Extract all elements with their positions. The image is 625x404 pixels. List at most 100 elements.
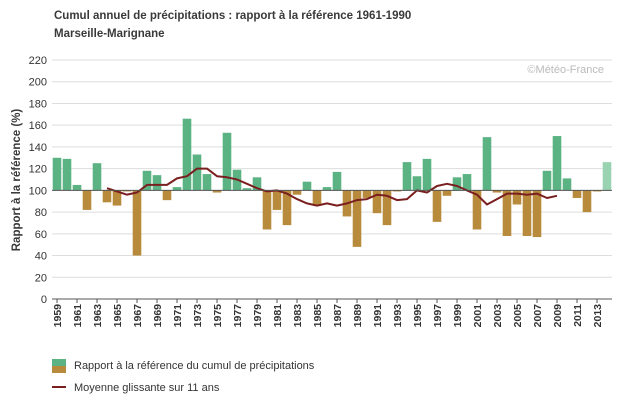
bar: [552, 136, 562, 191]
x-tick-label: 1977: [232, 304, 244, 328]
bar: [152, 175, 162, 191]
bar: [282, 190, 292, 226]
bar: [492, 190, 502, 193]
x-tick-label: 1995: [412, 304, 424, 328]
bar: [292, 190, 302, 195]
bar: [222, 132, 232, 191]
chart-subtitle: Marseille-Marignane: [54, 28, 165, 40]
x-tick-label: 2003: [492, 304, 504, 328]
x-tick-label: 1963: [92, 304, 104, 328]
bar: [162, 190, 172, 201]
bar: [592, 190, 602, 192]
bar: [92, 163, 102, 191]
bar: [62, 158, 72, 191]
moving-average-polyline: [106, 167, 558, 207]
bar: [412, 176, 422, 191]
bar: [312, 190, 322, 206]
y-tick-label: 80: [35, 207, 47, 219]
bars: [52, 118, 612, 256]
x-tick-label: 1987: [332, 304, 344, 328]
bar: [462, 174, 472, 191]
bar: [572, 190, 582, 198]
y-tick-label: 0: [41, 294, 47, 306]
x-tick-label: 1975: [212, 304, 224, 328]
bar: [482, 137, 492, 191]
x-tick-label: 2013: [592, 304, 604, 328]
bar: [512, 190, 522, 205]
bar: [392, 190, 402, 192]
bar: [442, 190, 452, 196]
y-axis-label: Rapport à la référence (%): [11, 109, 23, 252]
legend-label-bars: Rapport à la référence du cumul de préci…: [74, 360, 315, 372]
x-tick-label: 1959: [52, 304, 64, 328]
x-tick-label: 1971: [172, 304, 184, 328]
grid-lines: [52, 59, 612, 300]
bar: [582, 190, 592, 213]
y-tick-label: 120: [29, 164, 47, 176]
watermark-text: ©Météo-France: [527, 64, 604, 76]
bar: [252, 177, 262, 191]
chart-title: Cumul annuel de précipitations : rapport…: [54, 10, 412, 22]
legend-swatch-above: [52, 359, 66, 366]
bar: [522, 190, 532, 236]
bar: [332, 171, 342, 191]
x-tick-label: 1985: [312, 304, 324, 328]
x-tick-label: 2009: [552, 304, 564, 328]
x-tick-label: 1983: [292, 304, 304, 328]
bar: [142, 170, 152, 191]
bar: [302, 181, 312, 191]
y-tick-label: 160: [29, 120, 47, 132]
y-tick-label: 100: [29, 185, 47, 197]
bar: [422, 158, 432, 191]
bar: [52, 157, 62, 191]
bar: [122, 190, 132, 192]
x-tick-label: 1991: [372, 304, 384, 328]
bar: [112, 190, 122, 206]
x-tick-label: 2005: [512, 304, 524, 328]
bar: [562, 178, 572, 191]
x-tick-label: 1999: [452, 304, 464, 328]
y-tick-label: 220: [29, 55, 47, 67]
x-tick-label: 2007: [532, 304, 544, 328]
x-tick-label: 1967: [132, 304, 144, 328]
bar: [472, 190, 482, 230]
legend-swatch-line: [52, 386, 66, 388]
x-tick-label: 1969: [152, 304, 164, 328]
bar: [172, 187, 182, 191]
x-tick-label: 1961: [72, 304, 84, 328]
x-tick-label: 1981: [272, 304, 284, 328]
moving-average-line: [106, 167, 558, 207]
bar: [502, 190, 512, 236]
bar: [602, 162, 612, 191]
x-tick-label: 1993: [392, 304, 404, 328]
legend-swatch-below: [52, 366, 66, 373]
x-tick-label: 1997: [432, 304, 444, 328]
bar: [402, 162, 412, 191]
bar: [102, 190, 112, 203]
bar: [372, 190, 382, 214]
axes: 0 20 40 60 80 100 120 140 160 180 200 220 1959 1961 19…: [29, 55, 612, 327]
bar: [542, 170, 552, 191]
legend-swatch-bars: [52, 359, 66, 373]
x-tick-label: 1965: [112, 304, 124, 328]
bar: [242, 188, 252, 191]
bar: [82, 190, 92, 210]
y-tick-label: 180: [29, 98, 47, 110]
bar: [182, 118, 192, 191]
bar: [132, 190, 142, 256]
y-tick-label: 200: [29, 77, 47, 89]
y-tick-label: 20: [35, 272, 47, 284]
x-tick-label: 2011: [572, 304, 584, 327]
bar: [272, 190, 282, 210]
y-tick-label: 60: [35, 229, 47, 241]
bar: [192, 154, 202, 191]
bar: [362, 190, 372, 198]
bar: [202, 174, 212, 191]
x-tick-label: 2001: [472, 304, 484, 328]
x-tick-label: 1989: [352, 304, 364, 328]
bar: [262, 190, 272, 230]
x-tick-label: 1973: [192, 304, 204, 328]
y-tick-label: 140: [29, 142, 47, 154]
bar: [532, 190, 542, 238]
